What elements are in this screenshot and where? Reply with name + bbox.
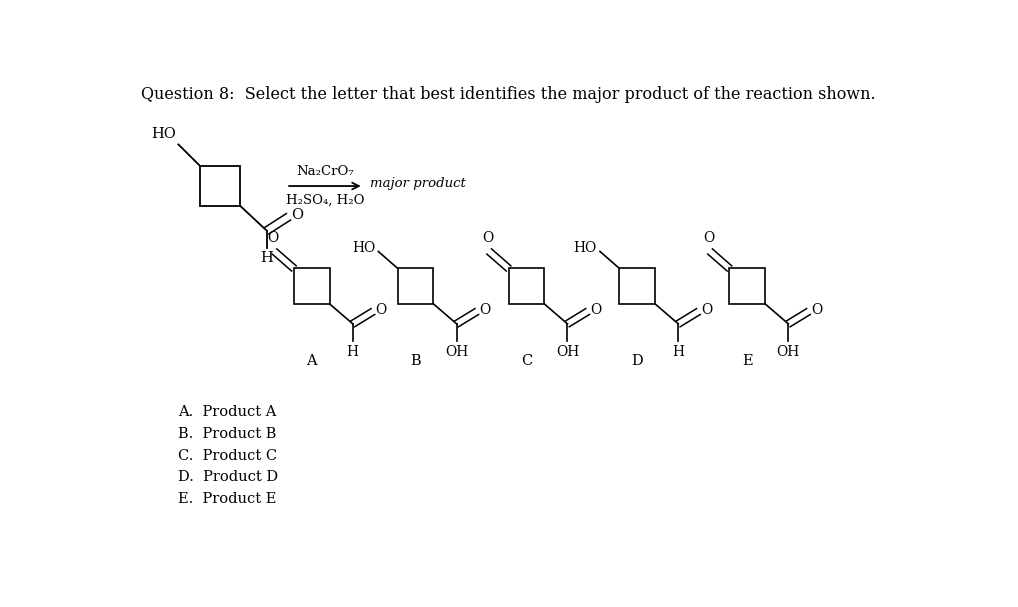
Text: HO: HO — [352, 242, 376, 256]
Text: A: A — [306, 354, 317, 368]
Text: O: O — [376, 303, 387, 317]
Text: HO: HO — [574, 242, 597, 256]
Text: OH: OH — [777, 345, 800, 359]
Text: D.  Product D: D. Product D — [177, 470, 278, 484]
Text: Question 8:  Select the letter that best identifies the major product of the rea: Question 8: Select the letter that best … — [142, 86, 875, 103]
Text: O: O — [479, 303, 491, 317]
Text: H: H — [347, 345, 358, 359]
Text: O: O — [268, 231, 279, 245]
Text: O: O — [700, 303, 712, 317]
Text: H₂SO₄, H₂O: H₂SO₄, H₂O — [286, 194, 364, 207]
Text: O: O — [810, 303, 823, 317]
Text: C: C — [521, 354, 532, 368]
Text: O: O — [702, 231, 714, 245]
Text: HO: HO — [152, 127, 176, 141]
Text: major product: major product — [370, 177, 465, 190]
Text: E.  Product E: E. Product E — [177, 492, 276, 506]
Text: E: E — [742, 354, 752, 368]
Text: OH: OH — [445, 345, 468, 359]
Text: H: H — [261, 251, 273, 265]
Text: Na₂CrO₇: Na₂CrO₇ — [296, 165, 353, 178]
Text: B.  Product B: B. Product B — [177, 427, 276, 441]
Text: A.  Product A: A. Product A — [177, 405, 276, 419]
Text: O: O — [589, 303, 602, 317]
Text: O: O — [291, 208, 303, 222]
Text: O: O — [482, 231, 494, 245]
Text: H: H — [672, 345, 684, 359]
Text: C.  Product C: C. Product C — [177, 449, 277, 463]
Text: B: B — [410, 354, 420, 368]
Text: D: D — [631, 354, 643, 368]
Text: OH: OH — [556, 345, 579, 359]
